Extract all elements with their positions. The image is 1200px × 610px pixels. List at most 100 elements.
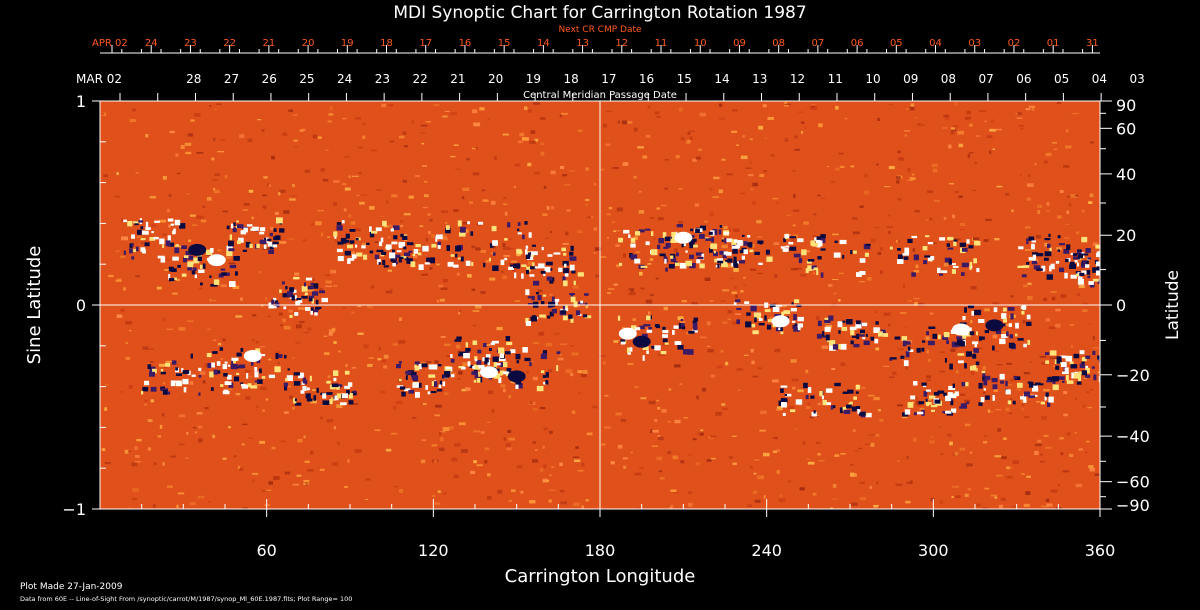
noise-speck (332, 462, 338, 466)
positive-flux-patch (142, 230, 149, 235)
noise-speck (776, 202, 779, 205)
negative-flux-patch (269, 232, 273, 237)
positive-flux-patch (347, 258, 355, 261)
noise-speck (850, 165, 855, 168)
top-date-label: 11 (655, 38, 668, 49)
negative-flux-patch (1014, 376, 1021, 380)
positive-flux-patch (862, 337, 866, 340)
noise-speck (144, 403, 148, 406)
cmp-date-label: 16 (639, 72, 654, 86)
negative-flux-patch (962, 247, 968, 252)
positive-flux-patch (314, 312, 318, 316)
noise-speck (322, 178, 329, 182)
noise-speck (773, 450, 778, 453)
negative-flux-patch (1107, 270, 1111, 272)
negative-flux-patch (532, 315, 537, 318)
positive-flux-patch (783, 310, 791, 315)
positive-flux-patch (577, 272, 584, 277)
noise-speck (1008, 412, 1013, 414)
noise-speck (1012, 505, 1018, 508)
noise-speck (273, 476, 280, 480)
negative-flux-patch (349, 229, 356, 232)
negative-flux-patch (408, 250, 413, 253)
noise-speck (1026, 197, 1032, 201)
noise-speck (715, 177, 721, 179)
noise-speck (591, 405, 598, 409)
negative-flux-patch (966, 401, 969, 405)
noise-speck (1044, 243, 1049, 247)
negative-flux-patch (459, 351, 466, 356)
negative-flux-patch (240, 348, 244, 352)
noise-speck (235, 315, 243, 318)
positive-flux-patch (1023, 396, 1027, 403)
noise-speck (333, 426, 336, 430)
cmp-date-label: 15 (677, 72, 692, 86)
noise-speck (639, 271, 643, 276)
negative-flux-patch (719, 250, 726, 255)
positive-flux-patch (692, 329, 698, 333)
noise-speck (629, 292, 636, 296)
negative-flux-patch (437, 364, 442, 367)
noise-speck (399, 224, 404, 228)
noise-speck (305, 482, 309, 486)
positive-flux-patch (336, 393, 344, 399)
noise-speck (549, 430, 553, 434)
noise-speck (852, 217, 858, 220)
noise-speck (601, 443, 606, 446)
positive-flux-patch (1075, 273, 1079, 277)
noise-speck (432, 494, 436, 498)
noise-speck (491, 200, 496, 205)
noise-speck (416, 249, 421, 251)
noise-speck (527, 261, 533, 266)
negative-flux-patch (722, 252, 727, 259)
noise-speck (403, 213, 411, 216)
negative-flux-patch (1008, 342, 1015, 348)
positive-flux-patch (165, 362, 171, 367)
noise-speck (1043, 434, 1049, 437)
noise-speck (700, 429, 704, 432)
negative-flux-patch (855, 406, 861, 410)
noise-speck (1098, 205, 1100, 208)
noise-speck (712, 196, 719, 199)
noise-speck (456, 344, 461, 349)
noise-speck (348, 175, 351, 179)
noise-speck (1021, 472, 1025, 475)
negative-flux-patch (983, 379, 988, 386)
positive-flux-patch (188, 261, 194, 264)
negative-flux-patch (366, 242, 370, 245)
noise-speck (767, 116, 774, 120)
positive-flux-patch (766, 256, 773, 262)
noise-speck (955, 370, 959, 374)
top-date-label: 21 (262, 38, 275, 49)
noise-speck (124, 449, 129, 454)
noise-speck (503, 197, 507, 199)
noise-speck (450, 155, 456, 158)
noise-speck (958, 143, 964, 148)
negative-flux-patch (921, 382, 927, 386)
noise-speck (413, 254, 418, 259)
positive-flux-patch (983, 388, 986, 391)
positive-flux-patch (525, 317, 529, 323)
negative-flux-patch (355, 238, 359, 241)
noise-speck (1092, 347, 1099, 349)
noise-speck (520, 490, 524, 494)
noise-speck (784, 137, 789, 139)
noise-speck (651, 445, 659, 447)
noise-speck (982, 366, 986, 370)
negative-flux-patch (1097, 355, 1100, 360)
negative-flux-patch (525, 254, 531, 259)
noise-speck (897, 198, 902, 201)
noise-speck (765, 137, 768, 140)
negative-flux-patch (662, 338, 668, 343)
noise-speck (257, 119, 262, 121)
noise-speck (342, 183, 347, 186)
noise-speck (213, 189, 220, 194)
noise-speck (442, 492, 447, 495)
positive-flux-patch (283, 306, 287, 310)
positive-flux-patch (952, 393, 957, 397)
noise-speck (252, 314, 257, 317)
positive-flux-patch (210, 362, 215, 368)
positive-flux-patch (428, 364, 432, 370)
noise-speck (216, 103, 222, 105)
positive-flux-patch (398, 241, 405, 248)
